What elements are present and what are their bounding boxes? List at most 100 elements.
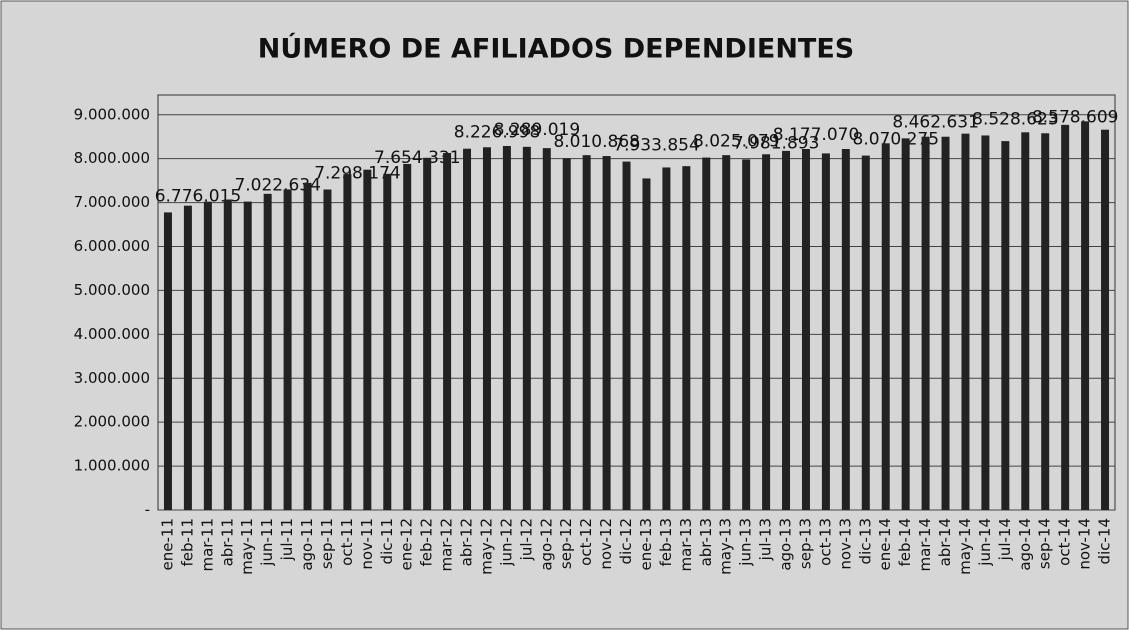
bar [1061,124,1070,511]
data-label: 7.654.331 [374,148,461,168]
bar [642,178,651,510]
bar [443,152,452,510]
x-tick-label: jul-12 [517,518,535,561]
x-tick-label: jul-13 [757,518,775,561]
bar [782,150,791,510]
y-tick-label: 9.000.000 [74,105,150,123]
x-tick-label: sep-13 [796,518,814,569]
bar [323,189,332,511]
bar [981,135,990,510]
x-tick-label: abr-11 [218,518,236,566]
x-tick-label: jul-14 [996,518,1014,561]
bar [742,159,751,511]
bar [722,155,731,511]
x-tick-label: oct-14 [1056,518,1074,566]
x-tick-label: dic-14 [1096,518,1114,564]
x-tick-label: may-12 [477,518,495,575]
x-tick-label: mar-13 [677,518,695,572]
bar [1041,133,1050,510]
bar [881,143,890,510]
data-label: 7.298.174 [314,163,401,183]
bar [961,133,970,510]
x-tick-label: feb-11 [178,518,196,567]
x-tick-label: feb-13 [657,518,675,567]
data-label: 7.981.893 [733,133,820,153]
data-label: 7.933.854 [613,136,700,156]
x-tick-label: nov-11 [358,518,376,570]
y-tick-label: 3.000.000 [74,369,150,387]
bar [1021,132,1030,510]
x-tick-label: jun-11 [258,518,276,567]
bar [163,212,172,511]
data-label: 7.022.634 [234,176,321,196]
x-tick-label: sep-14 [1036,518,1054,569]
x-tick-label: oct-12 [577,518,595,566]
y-tick-label: 2.000.000 [74,413,150,431]
y-tick-label: 1.000.000 [74,457,150,475]
x-tick-label: feb-12 [418,518,436,567]
x-tick-label: nov-13 [836,518,854,570]
bar [203,201,212,510]
data-label: 8.010.868 [553,132,640,152]
data-label: 8.226.998 [454,123,541,143]
x-tick-label: abr-12 [458,518,476,566]
x-tick-label: may-14 [956,518,974,575]
x-tick-label: ago-11 [298,518,316,571]
x-tick-label: may-13 [717,518,735,575]
x-tick-label: ago-13 [777,518,795,571]
bar [263,193,272,511]
bar [243,201,252,510]
bar [463,148,472,510]
bar [343,174,352,511]
x-tick-label: abr-13 [697,518,715,566]
x-tick-label: mar-14 [916,518,934,572]
y-tick-label: 6.000.000 [74,237,150,255]
x-tick-label: jun-12 [497,518,515,567]
bar [363,169,372,511]
x-tick-label: dic-12 [617,518,635,564]
bar [1101,129,1110,510]
x-tick-label: ene-13 [637,518,655,570]
y-tick-label: 4.000.000 [74,325,150,343]
x-tick-label: nov-12 [597,518,615,570]
bar [482,147,491,510]
x-tick-label: mar-12 [438,518,456,572]
bar [841,149,850,510]
x-tick-label: jun-14 [976,518,994,567]
x-tick-label: oct-13 [816,518,834,566]
data-label: 8.528.623 [972,109,1059,129]
y-tick-label: - [145,501,150,519]
bar [283,189,292,511]
x-tick-label: nov-14 [1076,518,1094,570]
x-tick-label: feb-14 [896,518,914,567]
bar [303,182,312,510]
data-label: 8.578.609 [1032,107,1119,127]
x-tick-label: abr-14 [936,518,954,566]
bar [941,136,950,510]
bar [702,157,711,510]
data-label: 8.025.079 [693,132,780,152]
bar [622,161,631,510]
bar [183,205,192,510]
x-tick-label: ene-12 [398,518,416,570]
bar [762,154,771,511]
y-tick-label: 5.000.000 [74,281,150,299]
bar [821,153,830,510]
x-tick-label: may-11 [238,518,256,575]
x-tick-label: mar-11 [198,518,216,572]
bar [582,155,591,511]
chart-title: NÚMERO DE AFILIADOS DEPENDIENTES [258,33,854,65]
x-tick-label: ene-14 [876,518,894,570]
x-tick-label: sep-11 [318,518,336,569]
x-tick-label: jun-13 [737,518,755,567]
bar [901,138,910,510]
bar [1081,121,1090,510]
bar [502,145,511,511]
x-tick-label: ago-14 [1016,518,1034,571]
bar [602,156,611,510]
x-tick-label: dic-11 [378,518,396,564]
bar [682,166,691,510]
bar [522,146,531,510]
bar [562,158,571,510]
